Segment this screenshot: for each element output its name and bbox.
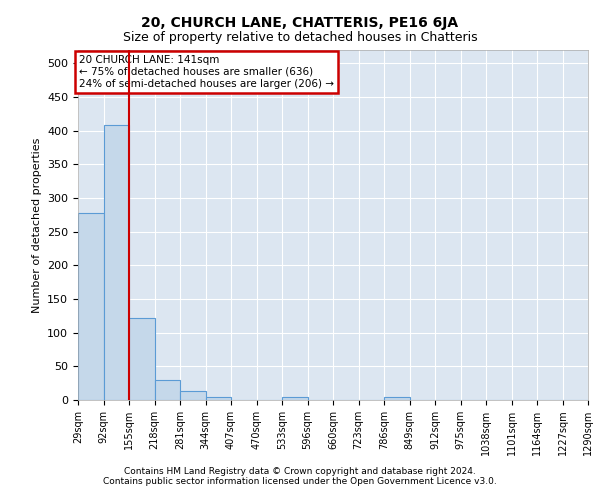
- Text: Contains HM Land Registry data © Crown copyright and database right 2024.: Contains HM Land Registry data © Crown c…: [124, 467, 476, 476]
- Bar: [155, 380, 180, 400]
- Text: Contains public sector information licensed under the Open Government Licence v3: Contains public sector information licen…: [103, 477, 497, 486]
- Y-axis label: Number of detached properties: Number of detached properties: [32, 138, 41, 312]
- Bar: [104, 126, 129, 400]
- Bar: [129, 318, 155, 400]
- Text: Size of property relative to detached houses in Chatteris: Size of property relative to detached ho…: [122, 31, 478, 44]
- Bar: [205, 396, 231, 400]
- Bar: [180, 391, 205, 400]
- Bar: [78, 213, 104, 400]
- Bar: [282, 396, 308, 400]
- Text: 20, CHURCH LANE, CHATTERIS, PE16 6JA: 20, CHURCH LANE, CHATTERIS, PE16 6JA: [142, 16, 458, 30]
- Text: 20 CHURCH LANE: 141sqm
← 75% of detached houses are smaller (636)
24% of semi-de: 20 CHURCH LANE: 141sqm ← 75% of detached…: [79, 56, 334, 88]
- Bar: [384, 396, 409, 400]
